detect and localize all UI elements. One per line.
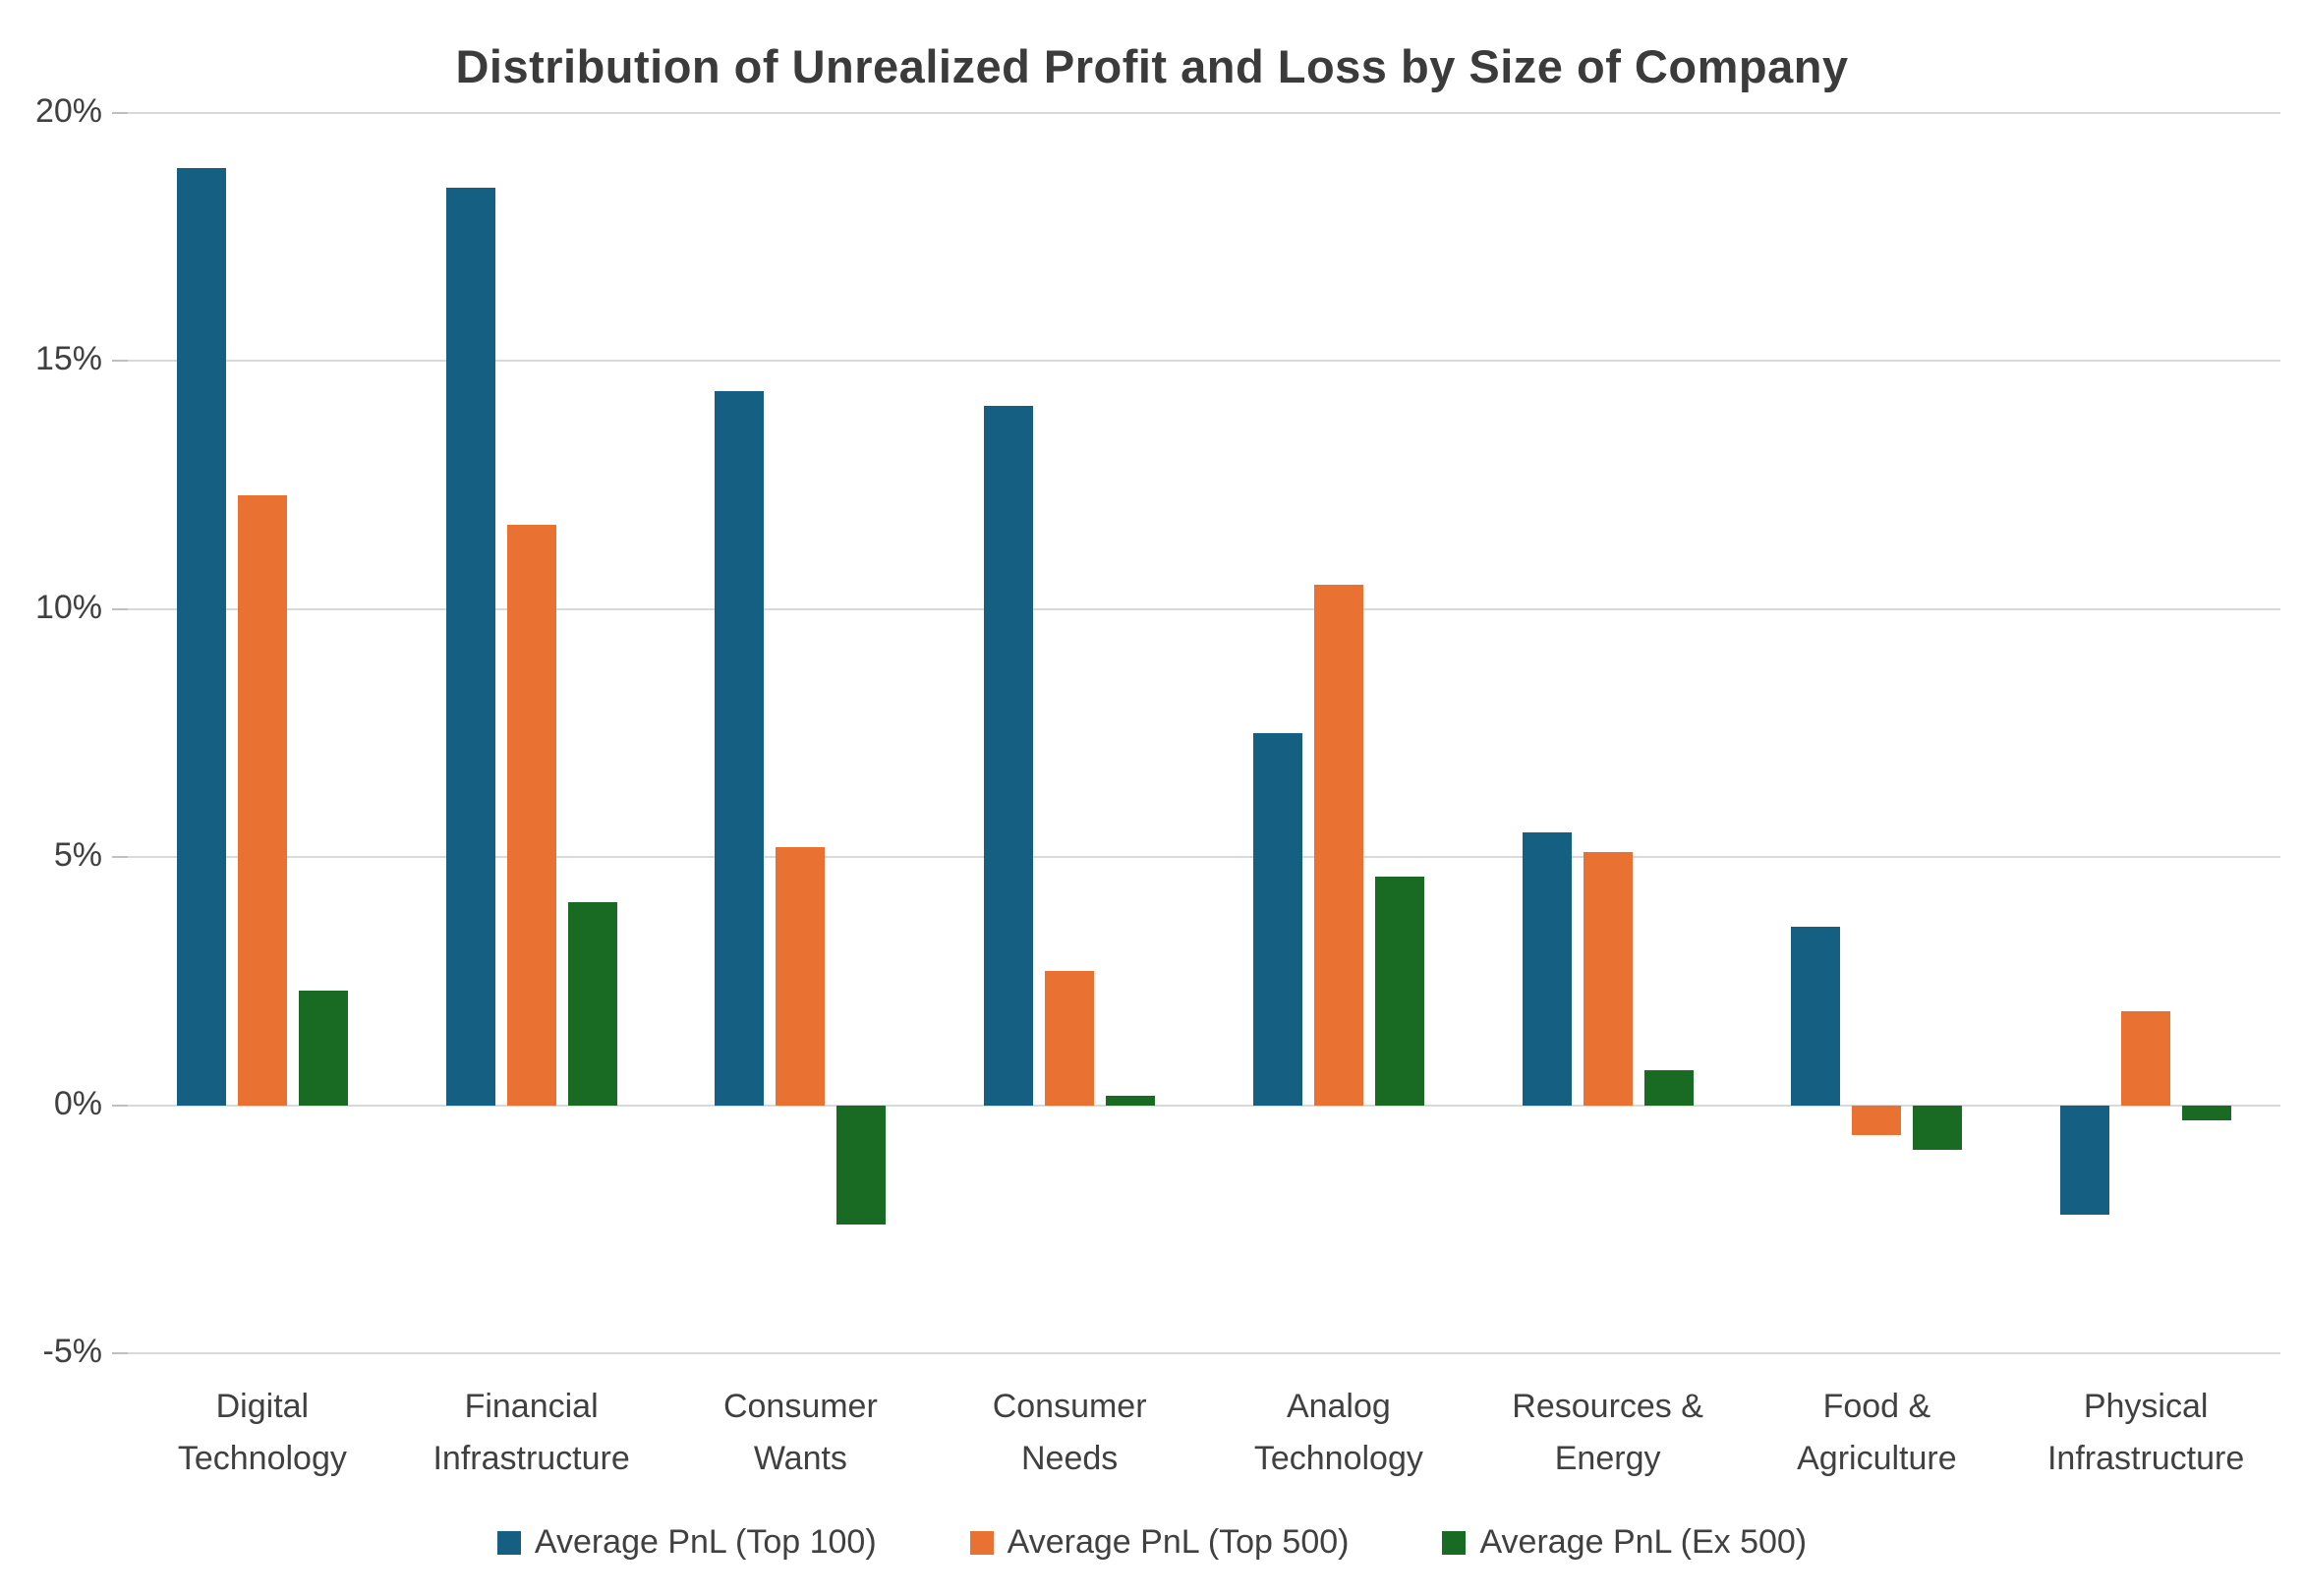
bar <box>1045 971 1095 1106</box>
gridline <box>128 856 2280 859</box>
bar <box>567 901 617 1106</box>
x-axis-category-label: Financial Infrastructure <box>432 1388 630 1477</box>
y-axis-tick-label: 20% <box>34 92 102 130</box>
legend-swatch <box>969 1530 994 1555</box>
legend-swatch <box>496 1530 521 1555</box>
x-axis-category-label: Consumer Needs <box>992 1388 1147 1477</box>
y-axis-tick-label: 15% <box>34 340 102 378</box>
bar <box>506 524 556 1106</box>
legend-item: Average PnL (Top 100) <box>496 1523 877 1562</box>
bar <box>1522 831 1572 1106</box>
bar <box>176 167 226 1106</box>
x-axis-category-label: Analog Technology <box>1253 1388 1423 1477</box>
bar <box>298 991 348 1106</box>
bar <box>1791 926 1841 1106</box>
bar <box>445 187 495 1106</box>
bar <box>2182 1105 2232 1120</box>
chart-title: Distribution of Unrealized Profit and Lo… <box>455 40 1849 92</box>
bar <box>1106 1095 1156 1106</box>
gridline <box>128 1352 2280 1354</box>
bar <box>1643 1070 1694 1106</box>
x-axis-category-label: Digital Technology <box>177 1388 347 1477</box>
legend: Average PnL (Top 100) Average PnL (Top 50… <box>0 1523 2304 1562</box>
legend-item: Average PnL (Top 500) <box>969 1523 1350 1562</box>
bar <box>836 1105 887 1225</box>
plot-area <box>112 112 2280 1354</box>
x-axis-category-label: Consumer Wants <box>722 1388 878 1477</box>
bar <box>1313 584 1363 1106</box>
legend-label: Average PnL (Top 500) <box>1007 1523 1350 1561</box>
bar <box>984 405 1034 1106</box>
bar <box>1852 1105 1902 1135</box>
bar <box>1252 733 1302 1106</box>
y-axis-tick <box>112 607 128 610</box>
y-axis-tick <box>112 856 128 859</box>
bar <box>1913 1105 1963 1151</box>
gridline <box>128 1104 2280 1107</box>
bar <box>1583 852 1633 1106</box>
gridline <box>128 607 2280 610</box>
legend-item: Average PnL (Ex 500) <box>1442 1523 1807 1562</box>
bar <box>776 847 826 1106</box>
y-axis-tick-label: -5% <box>42 1333 102 1370</box>
legend-swatch <box>1442 1530 1467 1555</box>
gridline <box>128 112 2280 114</box>
bar <box>237 494 287 1106</box>
legend-label: Average PnL (Ex 500) <box>1479 1523 1808 1561</box>
bar <box>2121 1010 2171 1106</box>
y-axis-tick <box>112 112 128 114</box>
legend-label: Average PnL (Top 100) <box>534 1523 877 1561</box>
x-axis-labels: Digital Technology Financial Infrastructu… <box>128 1381 2280 1484</box>
x-axis-category-label: Food & Agriculture <box>1797 1388 1957 1477</box>
y-axis-tick-label: 10% <box>34 588 102 626</box>
y-axis-tick <box>112 360 128 363</box>
y-axis-tick <box>112 1104 128 1107</box>
y-axis-tick-label: 5% <box>53 836 102 875</box>
bar <box>1374 877 1424 1106</box>
bar <box>2060 1105 2110 1215</box>
x-axis-category-label: Resources & Energy <box>1512 1388 1703 1477</box>
y-axis-tick-label: 0% <box>53 1084 102 1122</box>
x-axis-category-label: Physical Infrastructure <box>2046 1388 2245 1477</box>
y-axis-tick <box>112 1352 128 1354</box>
bar <box>715 390 765 1106</box>
gridline <box>128 360 2280 363</box>
